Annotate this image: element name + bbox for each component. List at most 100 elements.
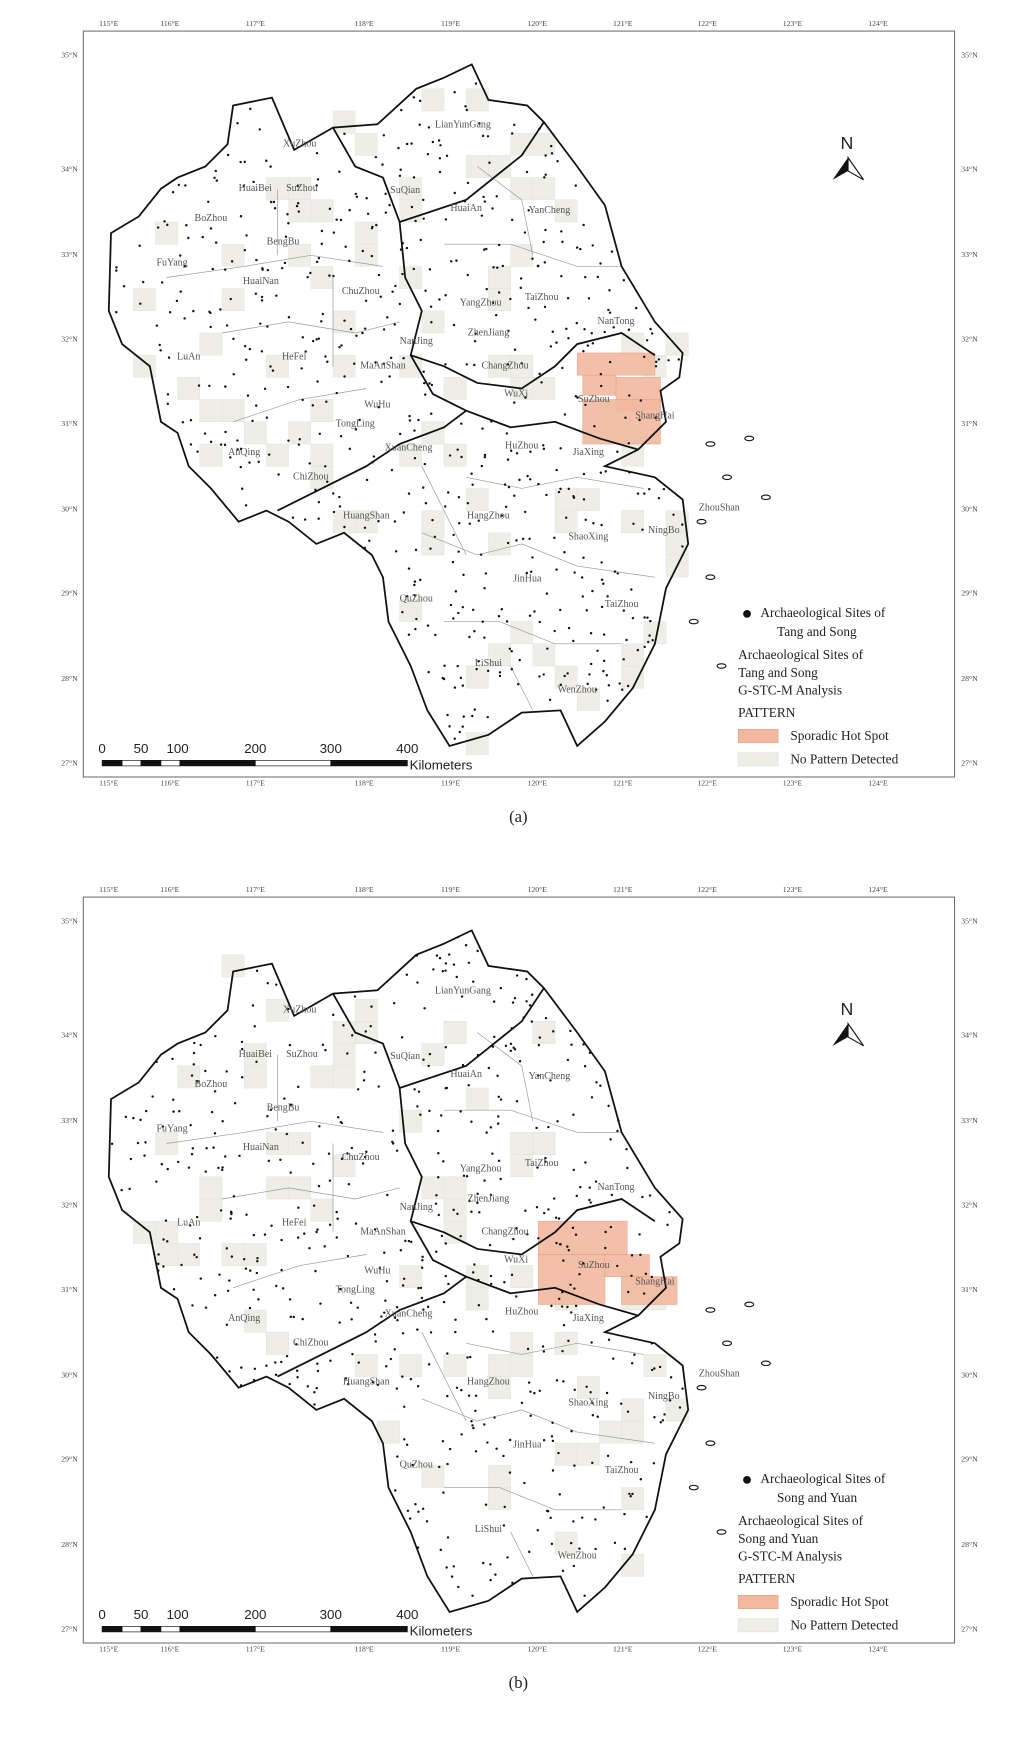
site-dot: [198, 1237, 202, 1240]
site-dot: [508, 1471, 512, 1474]
site-dot: [157, 1269, 160, 1272]
site-dot: [650, 332, 654, 335]
site-dot: [471, 714, 474, 718]
site-dot: [315, 1386, 318, 1390]
site-dot: [626, 684, 630, 688]
site-dot: [230, 260, 234, 263]
site-dot: [596, 275, 600, 279]
site-dot: [594, 1180, 598, 1183]
site-dot: [346, 1254, 350, 1258]
no-pattern-cell: [621, 1553, 645, 1577]
site-dot: [317, 337, 321, 340]
site-dot: [151, 1095, 154, 1098]
site-dot: [625, 638, 628, 642]
site-dot: [306, 1385, 310, 1388]
site-dot: [617, 1119, 620, 1122]
latitude-label: 34°N: [61, 1031, 78, 1040]
latitude-label: 28°N: [961, 1540, 978, 1549]
north-arrow: [832, 157, 849, 180]
site-dot: [255, 969, 259, 973]
site-dot: [592, 522, 595, 525]
site-dot: [266, 981, 269, 985]
site-dot: [550, 1435, 554, 1438]
site-dot: [242, 184, 245, 188]
longitude-label: 122°E: [697, 1644, 717, 1653]
site-dot: [374, 361, 377, 364]
scale-label: 200: [244, 1607, 266, 1622]
site-dot: [461, 1063, 465, 1067]
site-dot: [395, 1149, 399, 1152]
site-dot: [581, 595, 584, 598]
no-pattern-cell: [621, 1398, 645, 1422]
site-dot: [244, 358, 248, 361]
city-label: ZhenJiang: [468, 1193, 510, 1204]
city-label: MaAnShan: [360, 1227, 405, 1238]
site-dot: [297, 1085, 300, 1089]
no-pattern-cell: [599, 1420, 622, 1444]
site-dot: [223, 443, 227, 447]
site-dot: [193, 1041, 196, 1045]
no-pattern-cell: [510, 177, 534, 201]
longitude-label: 117°E: [246, 778, 265, 787]
site-dot: [630, 1274, 633, 1278]
city-label: ZhouShan: [699, 503, 740, 514]
site-dot: [542, 1350, 546, 1353]
no-pattern-cell: [488, 532, 511, 556]
city-label: JinHua: [513, 574, 542, 585]
site-dot: [461, 684, 465, 687]
site-dot: [438, 956, 442, 960]
site-dot: [485, 1317, 488, 1321]
site-dot: [413, 429, 416, 432]
site-dot: [588, 1051, 592, 1055]
site-dot: [260, 299, 264, 302]
site-dot: [287, 1007, 290, 1011]
site-dot: [383, 1251, 386, 1254]
site-dot: [570, 1429, 573, 1433]
site-dot: [667, 359, 670, 362]
site-dot: [179, 290, 182, 293]
site-dot: [407, 492, 411, 495]
site-dot: [346, 1382, 350, 1386]
site-dot: [438, 1465, 441, 1469]
site-dot: [225, 1070, 228, 1073]
site-dot: [343, 319, 346, 322]
site-dot: [435, 1194, 438, 1197]
city-label: LiShui: [475, 1524, 502, 1535]
site-dot: [248, 347, 252, 351]
site-dot: [455, 975, 458, 979]
city-label: WuHu: [364, 399, 390, 410]
site-dot: [370, 1005, 373, 1008]
site-dot: [343, 132, 346, 136]
site-dot: [473, 630, 476, 633]
no-pattern-cell: [399, 266, 423, 289]
site-dot: [477, 1304, 481, 1307]
site-dot: [347, 1183, 351, 1186]
site-dot: [623, 1512, 626, 1516]
site-dot: [155, 1060, 158, 1064]
site-dot: [584, 518, 587, 522]
site-dot: [572, 1113, 575, 1116]
site-dot: [332, 274, 335, 278]
no-pattern-cell: [621, 332, 645, 356]
site-dot: [608, 289, 611, 292]
site-dot: [649, 327, 652, 331]
site-dot: [286, 385, 290, 389]
legend-layer-title: Song and Yuan: [738, 1531, 818, 1546]
site-dot: [513, 494, 516, 497]
site-dot: [458, 730, 461, 734]
scale-segment: [140, 1626, 162, 1633]
site-dot: [380, 380, 383, 384]
site-dot: [525, 170, 529, 174]
site-dot: [421, 1255, 424, 1259]
longitude-label: 116°E: [160, 19, 179, 28]
no-pattern-cell: [132, 354, 156, 378]
site-dot: [602, 1506, 605, 1509]
no-pattern-cell: [443, 443, 467, 467]
site-dot: [428, 382, 431, 385]
site-dot: [550, 144, 553, 148]
site-dot: [416, 1328, 419, 1331]
site-dot: [301, 1317, 304, 1321]
no-pattern-cell: [465, 488, 489, 511]
site-dot: [649, 619, 652, 623]
